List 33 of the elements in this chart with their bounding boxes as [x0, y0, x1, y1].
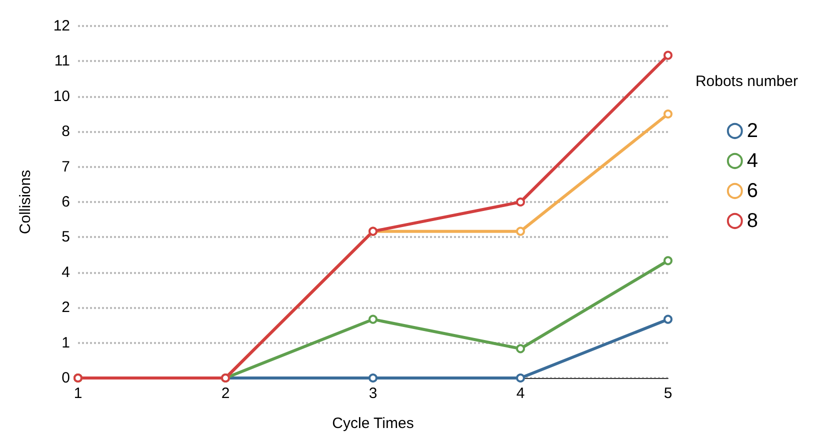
x-tick-label: 5	[664, 385, 672, 402]
y-tick-label: 4	[62, 264, 70, 281]
x-tick-label: 3	[368, 385, 378, 402]
point	[664, 110, 672, 118]
y-tick-label: 0	[62, 370, 70, 386]
point	[368, 314, 378, 324]
point	[664, 256, 672, 266]
y-tick-label: 5	[62, 228, 70, 246]
x-tick-label: 1	[74, 385, 82, 402]
point	[664, 314, 672, 324]
x-tick-label: 4	[516, 385, 525, 402]
legend-title: Robots number	[695, 73, 798, 90]
y-tick-label: 12	[53, 18, 70, 34]
point	[516, 374, 525, 382]
x-tick-label: 2	[221, 385, 230, 402]
legend-label: 6	[746, 180, 758, 202]
legend-label: 4	[746, 150, 758, 172]
y-tick-label: 7	[62, 158, 70, 176]
y-tick-label: 2	[62, 299, 70, 316]
y-tick-label: 10	[53, 88, 70, 105]
point	[664, 50, 672, 60]
point	[516, 344, 525, 354]
y-tick-label: 11	[54, 52, 70, 70]
point	[516, 198, 525, 206]
y-tick-label: 1	[62, 334, 70, 352]
y-tick-label: 8	[62, 123, 70, 140]
y-axis-title: Collisions	[17, 170, 34, 234]
point	[516, 226, 525, 236]
point	[368, 374, 378, 382]
legend-label: 8	[746, 210, 758, 232]
legend-label: 2	[746, 120, 758, 142]
y-tick-label: 6	[62, 194, 70, 210]
x-axis-title: Cycle Times	[332, 415, 414, 432]
